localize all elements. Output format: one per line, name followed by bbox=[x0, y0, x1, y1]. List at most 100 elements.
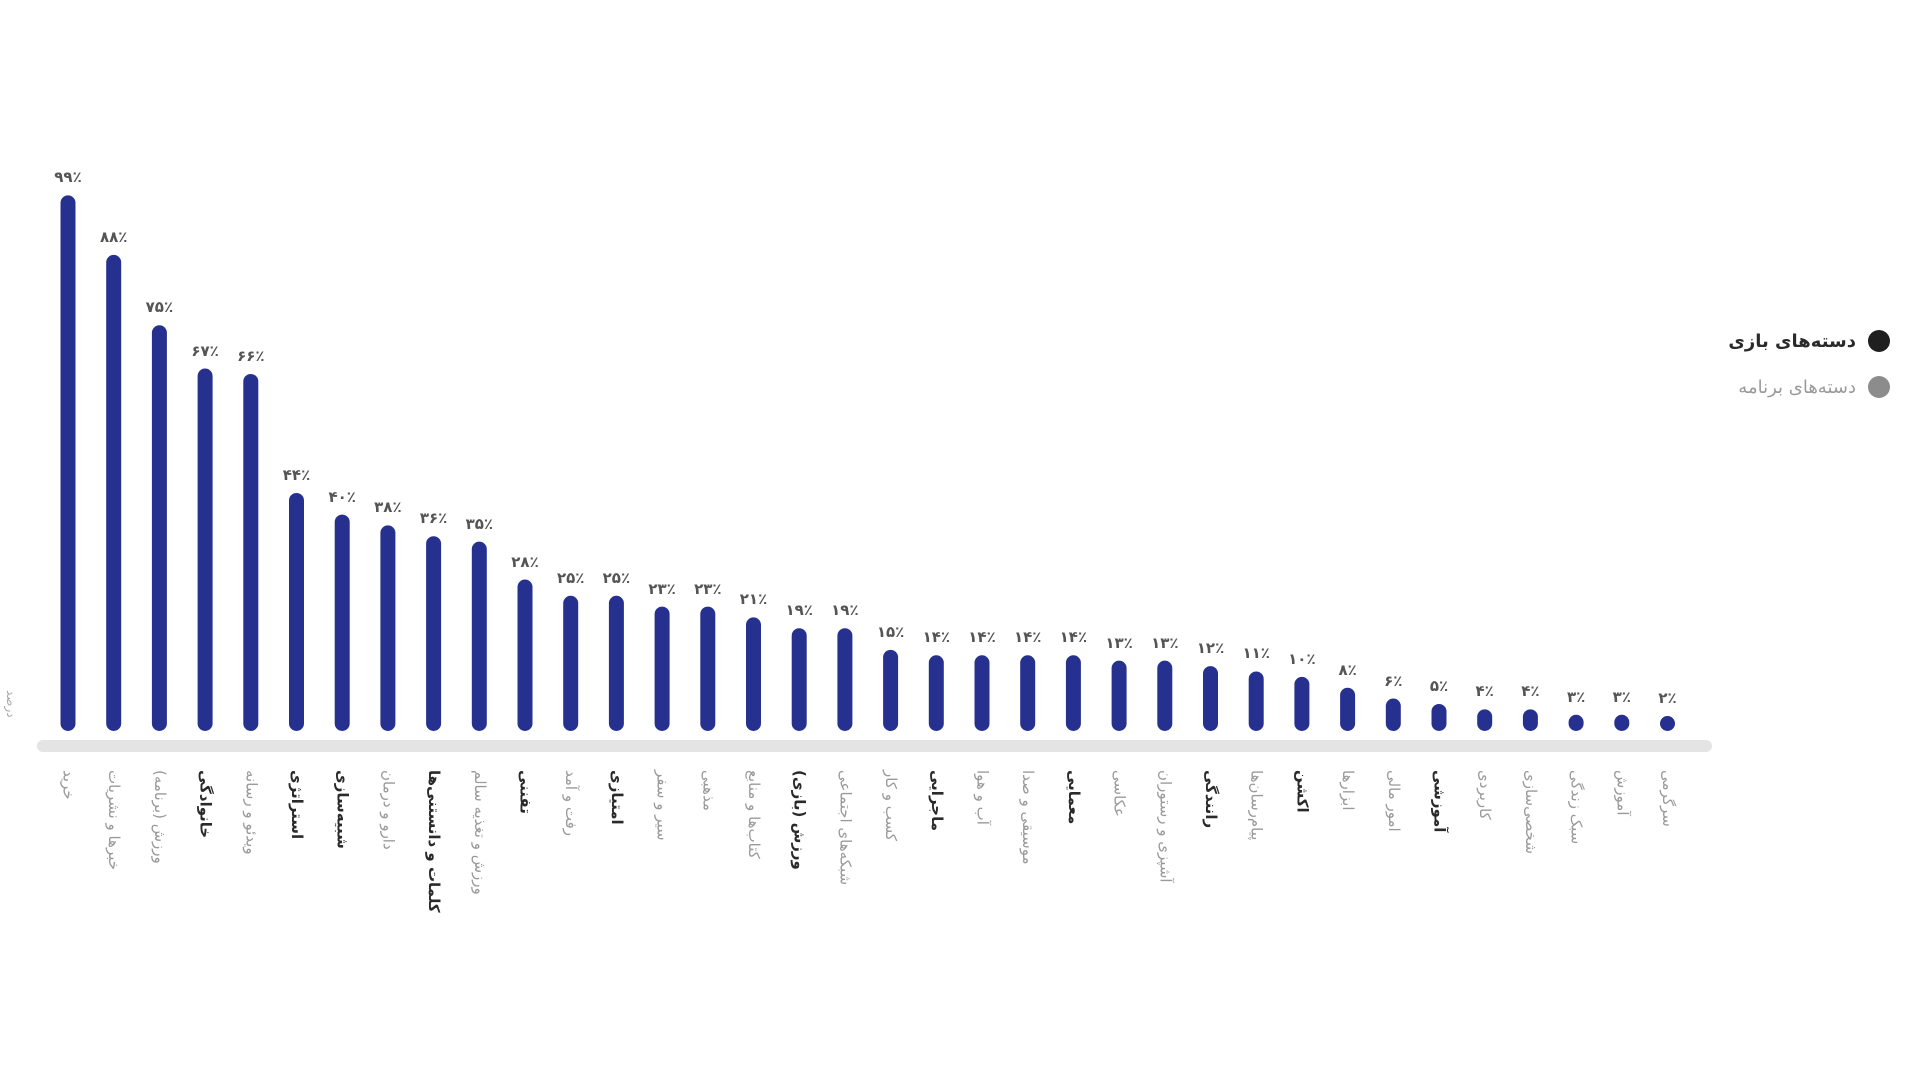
x-tick-label: شبیه‌سازی bbox=[333, 770, 352, 849]
bar bbox=[151, 325, 167, 731]
x-tick-label: سرگرمی bbox=[1659, 770, 1677, 827]
x-tick-label: ماجرایی bbox=[927, 770, 946, 832]
data-label: ۱۴٪ bbox=[1059, 628, 1088, 647]
legend: دسته‌های بازی دسته‌های برنامه bbox=[1728, 330, 1890, 422]
data-label: ۱۲٪ bbox=[1196, 639, 1225, 658]
x-tick-label: خبرها و نشریات bbox=[105, 770, 124, 871]
x-tick-label: سبک زندگی bbox=[1567, 770, 1586, 845]
data-label: ۱۳٪ bbox=[1151, 633, 1179, 652]
legend-label: دسته‌های بازی bbox=[1728, 330, 1856, 352]
bar bbox=[1477, 709, 1493, 731]
data-label: ۳٪ bbox=[1566, 687, 1586, 706]
x-tick-label: مذهبی bbox=[699, 770, 718, 811]
data-label: ۳۶٪ bbox=[419, 509, 448, 528]
x-tick-label: کاربردی bbox=[1476, 770, 1495, 820]
x-tick-label: امور مالی bbox=[1384, 770, 1403, 832]
bar bbox=[471, 541, 487, 731]
data-label: ۲۳٪ bbox=[648, 579, 676, 598]
x-axis bbox=[37, 740, 1712, 752]
bar bbox=[334, 514, 350, 731]
x-tick-label: ویدئو و رسانه bbox=[242, 770, 261, 855]
data-label: ۲۳٪ bbox=[694, 579, 722, 598]
bar bbox=[1111, 660, 1127, 731]
bar bbox=[1568, 714, 1584, 731]
bar bbox=[928, 655, 944, 731]
bar bbox=[563, 595, 579, 731]
legend-item-apps: دسته‌های برنامه bbox=[1728, 376, 1890, 398]
legend-dot-icon bbox=[1868, 376, 1890, 398]
data-label: ۱۵٪ bbox=[876, 622, 905, 641]
legend-dot-icon bbox=[1868, 330, 1890, 352]
bar bbox=[517, 579, 533, 731]
bar bbox=[1614, 714, 1630, 731]
x-tick-label: خرید bbox=[59, 770, 78, 800]
x-tick-label: آب و هوا bbox=[973, 770, 992, 825]
data-label: ۱۹٪ bbox=[831, 601, 859, 620]
bar bbox=[1431, 703, 1447, 731]
data-label: ۴۰٪ bbox=[328, 487, 356, 506]
bar bbox=[1294, 676, 1310, 731]
x-tick-label: آموزش bbox=[1613, 770, 1632, 816]
data-label: ۱۴٪ bbox=[922, 628, 951, 647]
bar bbox=[608, 595, 624, 731]
x-tick-label: شبکه‌های اجتماعی bbox=[836, 770, 855, 886]
bar bbox=[1020, 655, 1036, 731]
data-label: ۳۸٪ bbox=[374, 498, 402, 517]
bar bbox=[974, 655, 990, 731]
x-tick-label: کتاب‌ها و منابع bbox=[745, 770, 763, 859]
bar bbox=[289, 492, 304, 731]
x-tick-label: آموزشی bbox=[1430, 770, 1449, 833]
bar bbox=[1385, 698, 1401, 731]
x-tick-label: شخصی‌سازی bbox=[1521, 770, 1540, 854]
data-label: ۲۱٪ bbox=[739, 590, 768, 609]
bar bbox=[1660, 716, 1675, 731]
bar bbox=[837, 628, 853, 731]
data-label: ۵٪ bbox=[1429, 676, 1449, 695]
x-tick-label: ابزارها bbox=[1339, 770, 1358, 811]
data-label: ۳۵٪ bbox=[465, 514, 494, 533]
data-label: ۱۳٪ bbox=[1105, 633, 1133, 652]
data-label: ۸٪ bbox=[1338, 660, 1357, 679]
bar bbox=[791, 628, 807, 731]
bar bbox=[60, 195, 76, 731]
x-tick-label: استراتژی bbox=[288, 770, 306, 840]
legend-label: دسته‌های برنامه bbox=[1738, 376, 1856, 398]
legend-item-games: دسته‌های بازی bbox=[1728, 330, 1890, 352]
x-tick-label: معمایی bbox=[1064, 770, 1083, 825]
bar bbox=[1203, 666, 1218, 731]
y-axis-label: درصد bbox=[4, 690, 18, 718]
x-tick-label: ورزش (بازی) bbox=[790, 770, 809, 870]
bar bbox=[654, 606, 670, 731]
data-label: ۲۵٪ bbox=[602, 568, 631, 587]
data-label: ۴۴٪ bbox=[282, 465, 311, 484]
x-tick-label: رانندگی bbox=[1202, 770, 1220, 829]
data-label: ۶۶٪ bbox=[237, 346, 265, 365]
data-label: ۱۹٪ bbox=[785, 601, 813, 620]
x-tick-label: پیام‌رسان‌ها bbox=[1247, 770, 1266, 841]
bar bbox=[1340, 687, 1356, 731]
bar bbox=[1248, 671, 1264, 731]
x-tick-label: کلمات و دانستنی‌ها bbox=[425, 770, 444, 913]
data-label: ۴٪ bbox=[1475, 682, 1494, 701]
x-tick-label: ورزش و تغذیه سالم bbox=[470, 770, 489, 895]
bar bbox=[380, 525, 396, 731]
data-label: ۲۸٪ bbox=[511, 552, 539, 571]
bar bbox=[746, 617, 761, 731]
x-tick-label: امتیازی bbox=[607, 770, 626, 825]
data-label: ۷۵٪ bbox=[145, 298, 174, 317]
x-tick-label: تفننی bbox=[516, 770, 535, 814]
data-label: ۸۸٪ bbox=[99, 227, 128, 246]
bar bbox=[1065, 655, 1081, 731]
data-label: ۴٪ bbox=[1521, 682, 1540, 701]
bar bbox=[883, 649, 899, 731]
bar bbox=[197, 368, 213, 731]
data-label: ۱۰٪ bbox=[1288, 649, 1316, 668]
x-tick-label: کسب و کار bbox=[882, 770, 901, 841]
bar bbox=[1157, 660, 1173, 731]
data-label: ۱۱٪ bbox=[1242, 644, 1270, 663]
bar bbox=[243, 373, 259, 731]
x-tick-label: سیر و سفر bbox=[653, 770, 672, 841]
x-tick-label: اکشن bbox=[1293, 770, 1312, 813]
data-label: ۶٪ bbox=[1384, 671, 1403, 690]
